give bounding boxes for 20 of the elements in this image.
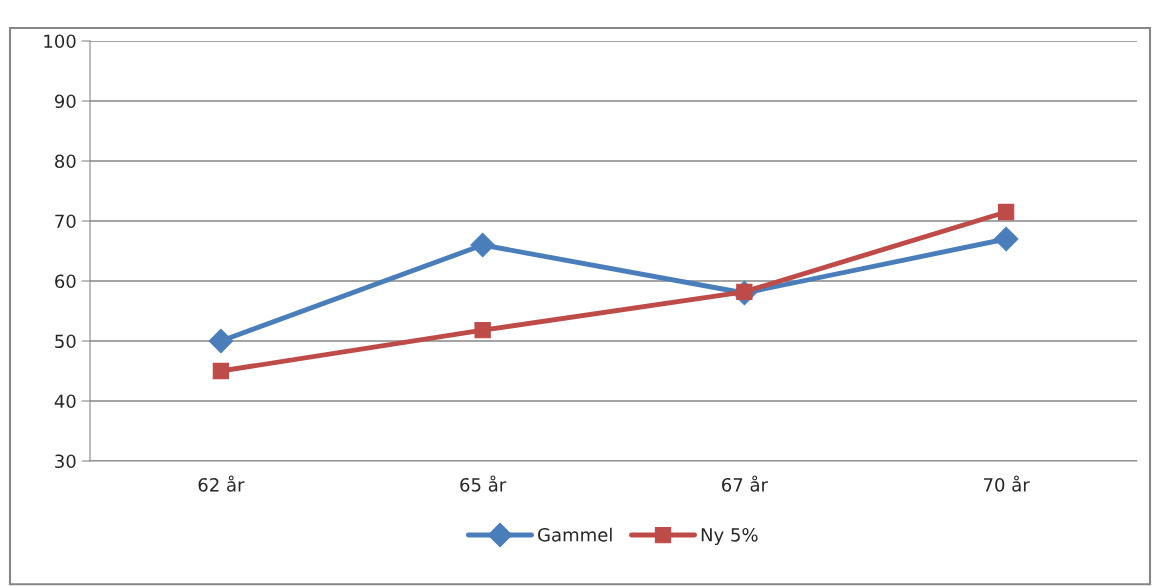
x-tick-label: 67 år <box>722 475 768 492</box>
y-tick-label: 50 <box>55 334 76 349</box>
point <box>474 322 491 339</box>
y-tick-label: 90 <box>54 94 76 109</box>
legend-label: Gammel <box>538 527 612 542</box>
x-tick-label: 70 år <box>984 475 1030 492</box>
y-tick-label: 30 <box>55 454 76 469</box>
y-tick-label: 40 <box>54 394 76 409</box>
point <box>997 203 1015 221</box>
point <box>212 362 230 380</box>
y-tick-label: 80 <box>55 154 76 169</box>
x-tick-label: 65 år <box>460 475 507 492</box>
point <box>470 232 495 258</box>
point <box>993 226 1019 252</box>
x-tick-label: 62 år <box>198 475 245 492</box>
legend-label: Ny 5% <box>701 527 758 546</box>
y-tick-label: 70 <box>55 214 76 229</box>
point <box>208 328 234 354</box>
y-tick-label: 100 <box>44 34 76 49</box>
y-tick-label: 60 <box>55 274 76 289</box>
